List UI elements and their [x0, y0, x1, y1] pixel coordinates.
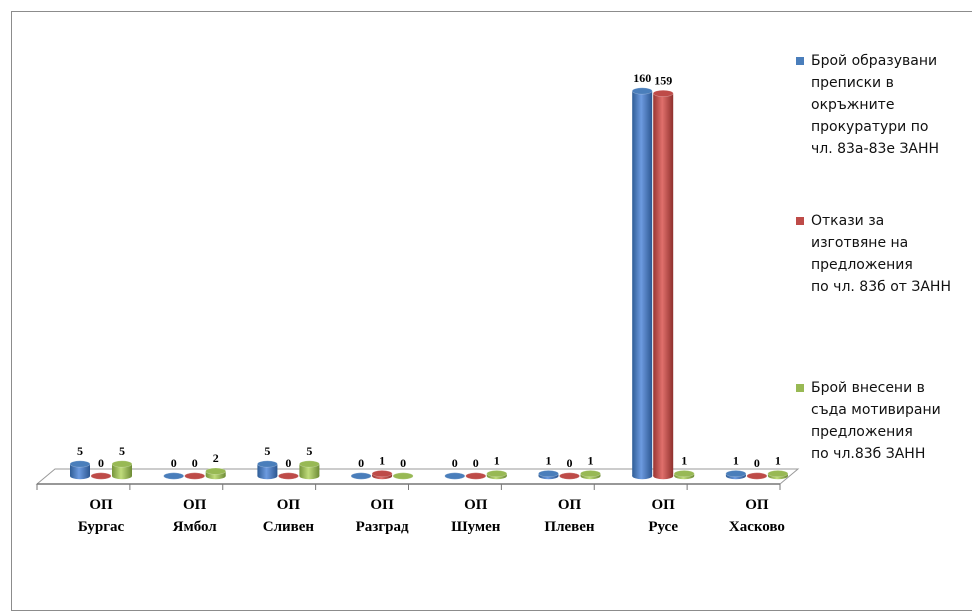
bar-chart: 5 0 5 0 0 2 5 0 5 0 1 0 0 0 1 1 0 1 160 159 1 1 0 1 ОП Бургас ОП Я… — [35, 71, 800, 535]
category-label-name: Сливен — [263, 519, 315, 535]
data-label: 1 — [379, 454, 385, 468]
bar-top — [559, 472, 580, 480]
bar-top — [69, 460, 91, 468]
bar-bottom — [205, 472, 226, 480]
legend-label: Брой образувани преписки в окръжните про… — [811, 53, 940, 157]
bar-top — [725, 470, 747, 478]
data-label: 1 — [681, 454, 687, 468]
category-label-prefix: ОП — [745, 497, 769, 513]
bar-body — [632, 91, 653, 476]
bar-top — [465, 472, 487, 480]
category-label-prefix: ОП — [464, 497, 488, 513]
bar-top — [652, 89, 674, 97]
bar-body — [299, 463, 320, 476]
bar-top — [580, 470, 601, 478]
bar-top — [205, 467, 226, 475]
bar-top — [90, 472, 112, 480]
bar-top — [163, 472, 184, 480]
legend-swatch-red — [796, 217, 804, 225]
bar-top — [444, 472, 466, 480]
category-labels-layer: ОП Бургас ОП Ямбол ОП Сливен ОП Разград ОП Шумен О… — [78, 497, 785, 535]
data-label: 1 — [494, 454, 500, 468]
category-label-name: Русе — [648, 519, 678, 535]
data-label: 0 — [754, 456, 760, 470]
category-label-name: Ямбол — [173, 519, 218, 535]
data-label: 0 — [400, 456, 406, 470]
data-label: 0 — [192, 456, 198, 470]
data-label: 0 — [358, 456, 364, 470]
bar-bottom — [112, 472, 132, 480]
data-label: 0 — [98, 456, 104, 470]
bar-top — [767, 470, 789, 478]
data-label: 0 — [452, 456, 458, 470]
legend-label: Брой внесени в съда мотивирани предложен… — [811, 380, 941, 462]
bars-layer — [69, 87, 789, 480]
data-label: 159 — [654, 73, 672, 87]
bar-body — [257, 463, 278, 476]
category-label-prefix: ОП — [277, 497, 301, 513]
category-label-prefix: ОП — [652, 497, 676, 513]
data-label: 5 — [306, 444, 312, 458]
data-label: 0 — [285, 456, 291, 470]
bar-body — [70, 463, 90, 476]
bar-top — [631, 87, 653, 95]
bar-bottom — [653, 472, 674, 480]
bar-top — [486, 470, 508, 478]
bar-top — [746, 472, 768, 480]
bar-bottom — [299, 472, 320, 480]
category-label-name: Разград — [356, 519, 409, 535]
bar-bottom — [632, 472, 653, 480]
bar-top — [299, 460, 320, 468]
category-label-name: Хасково — [729, 519, 785, 535]
bar-top — [350, 472, 372, 480]
category-label-name: Шумен — [451, 519, 501, 535]
data-label: 5 — [264, 444, 270, 458]
chart-floor — [35, 468, 800, 490]
bar-body — [653, 93, 674, 476]
category-label-prefix: ОП — [370, 497, 394, 513]
data-label: 0 — [567, 456, 573, 470]
data-label: 1 — [546, 454, 552, 468]
data-label: 1 — [733, 454, 739, 468]
data-label: 0 — [473, 456, 479, 470]
bar-top — [673, 470, 695, 478]
data-label: 2 — [213, 451, 219, 465]
category-label-prefix: ОП — [558, 497, 582, 513]
data-label: 5 — [77, 444, 83, 458]
bar-top — [371, 470, 393, 478]
bar-top — [257, 460, 278, 468]
bar-top — [278, 472, 299, 480]
data-labels-layer: 5 0 5 0 0 2 5 0 5 0 1 0 0 0 1 1 0 1 160 159 1 1 0 1 — [77, 71, 781, 470]
data-label: 1 — [588, 454, 594, 468]
data-label: 5 — [119, 444, 125, 458]
bar-bottom — [257, 472, 278, 480]
category-label-prefix: ОП — [183, 497, 207, 513]
legend-label: Откази за изготвяне на предложения по чл… — [811, 213, 951, 295]
data-label: 1 — [775, 454, 781, 468]
data-label: 160 — [633, 71, 651, 85]
bar-top — [392, 472, 414, 480]
legend-swatch-blue — [796, 57, 804, 65]
legend-swatch-green — [796, 384, 804, 392]
bar-body — [112, 463, 132, 476]
category-label-name: Бургас — [78, 519, 125, 535]
data-label: 0 — [171, 456, 177, 470]
bar-bottom — [70, 472, 90, 480]
bar-top — [111, 460, 133, 468]
bar-top — [538, 470, 559, 478]
bar-top — [184, 472, 205, 480]
category-label-prefix: ОП — [89, 497, 113, 513]
category-label-name: Плевен — [544, 519, 594, 535]
